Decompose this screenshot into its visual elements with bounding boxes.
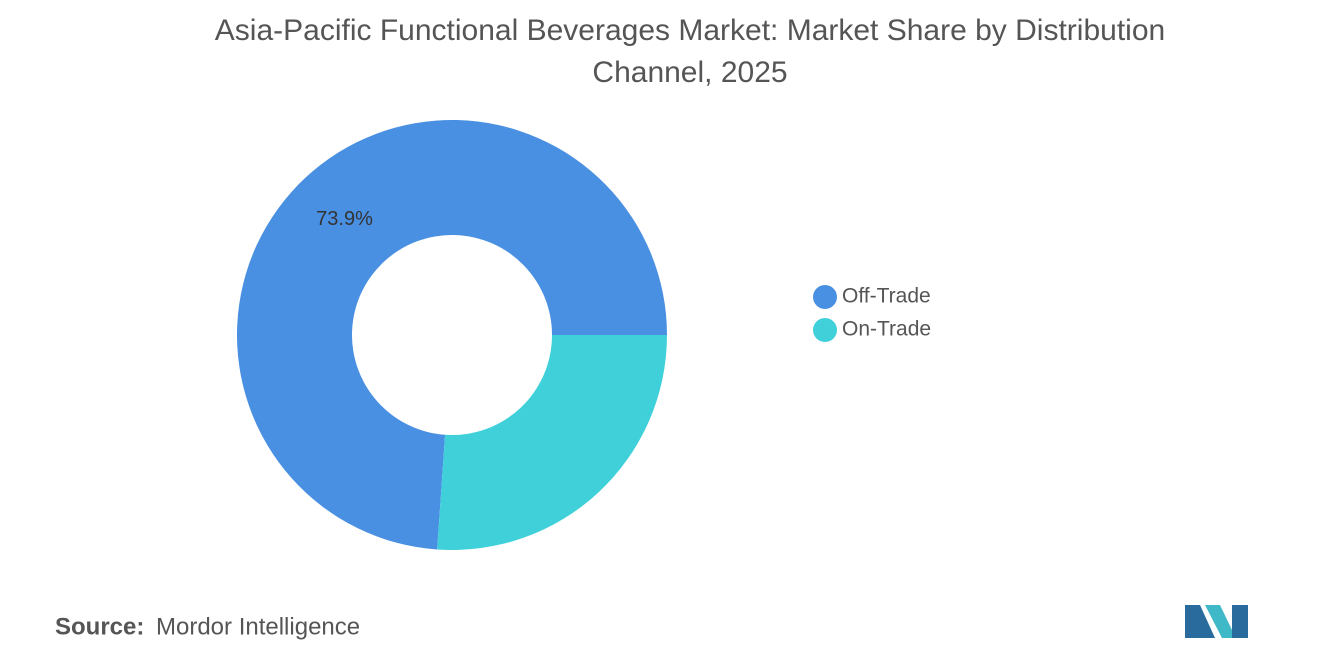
legend-label: Off-Trade bbox=[842, 285, 931, 308]
logo bbox=[1185, 605, 1248, 638]
data-label: 73.9% bbox=[316, 208, 373, 230]
source-label: Source: bbox=[55, 613, 144, 640]
source: Mordor Intelligence bbox=[156, 613, 360, 640]
legend-label: On-Trade bbox=[842, 318, 931, 341]
legend-marker bbox=[813, 285, 837, 309]
chart-title: Asia-Pacific Functional Beverages Market… bbox=[214, 14, 1166, 89]
donut-slice bbox=[437, 335, 667, 550]
legend-marker bbox=[813, 318, 837, 342]
donut-slice bbox=[237, 120, 667, 550]
